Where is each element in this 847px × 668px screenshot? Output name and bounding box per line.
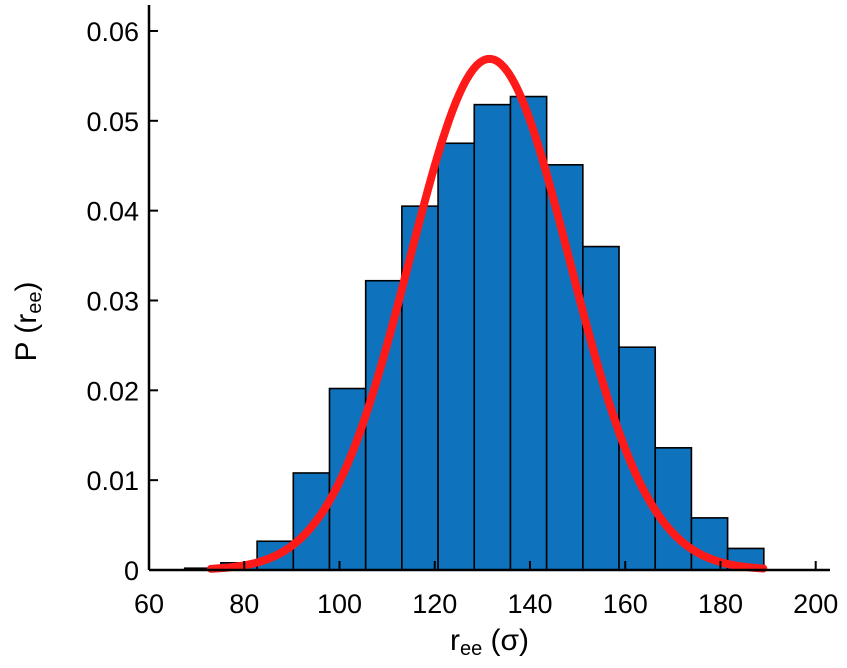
y-tick-label: 0.04: [86, 197, 139, 227]
x-tick-label: 80: [229, 589, 259, 619]
y-tick-label: 0.01: [86, 466, 139, 496]
y-tick-label: 0.06: [86, 17, 139, 47]
gaussian-fit-curve: [206, 54, 768, 573]
y-axis-label-subscript: ee: [24, 291, 46, 313]
x-tick-label: 180: [698, 589, 743, 619]
y-axis-label: P (ree): [10, 281, 46, 361]
y-axis-label-suffix: ): [10, 281, 43, 291]
histogram-bar-8: [473, 103, 512, 571]
y-tick-label: 0: [124, 556, 139, 586]
x-tick-label: 120: [412, 589, 457, 619]
x-axis-label-suffix: (σ): [482, 624, 529, 657]
histogram-bars: [183, 95, 765, 571]
x-tick-label: 140: [507, 589, 552, 619]
x-tick-label: 100: [317, 589, 362, 619]
y-tick-label: 0.03: [86, 286, 139, 316]
y-tick-label: 0.05: [86, 107, 139, 137]
histogram-bar-12: [618, 346, 657, 571]
y-axis-label-main: P (r: [10, 314, 43, 362]
y-axis-ticks: 0 0.01 0.02 0.03 0.04 0.05 0.06: [86, 17, 158, 586]
histogram-bar-4: [328, 387, 367, 571]
x-axis-label: ree (σ): [450, 624, 529, 660]
histogram-bar-7: [437, 142, 476, 571]
x-axis-label-main: r: [450, 624, 460, 657]
histogram-bar-5: [364, 279, 403, 571]
x-axis-ticks: 60 80 100 120 140 160 180 200: [134, 561, 838, 619]
y-tick-label: 0.02: [86, 376, 139, 406]
histogram-bar-13: [654, 447, 693, 571]
x-tick-label: 160: [603, 589, 648, 619]
histogram-bar-10: [545, 164, 584, 571]
x-axis-label-subscript: ee: [460, 638, 482, 660]
x-tick-label: 200: [793, 589, 838, 619]
x-tick-label: 60: [134, 589, 164, 619]
